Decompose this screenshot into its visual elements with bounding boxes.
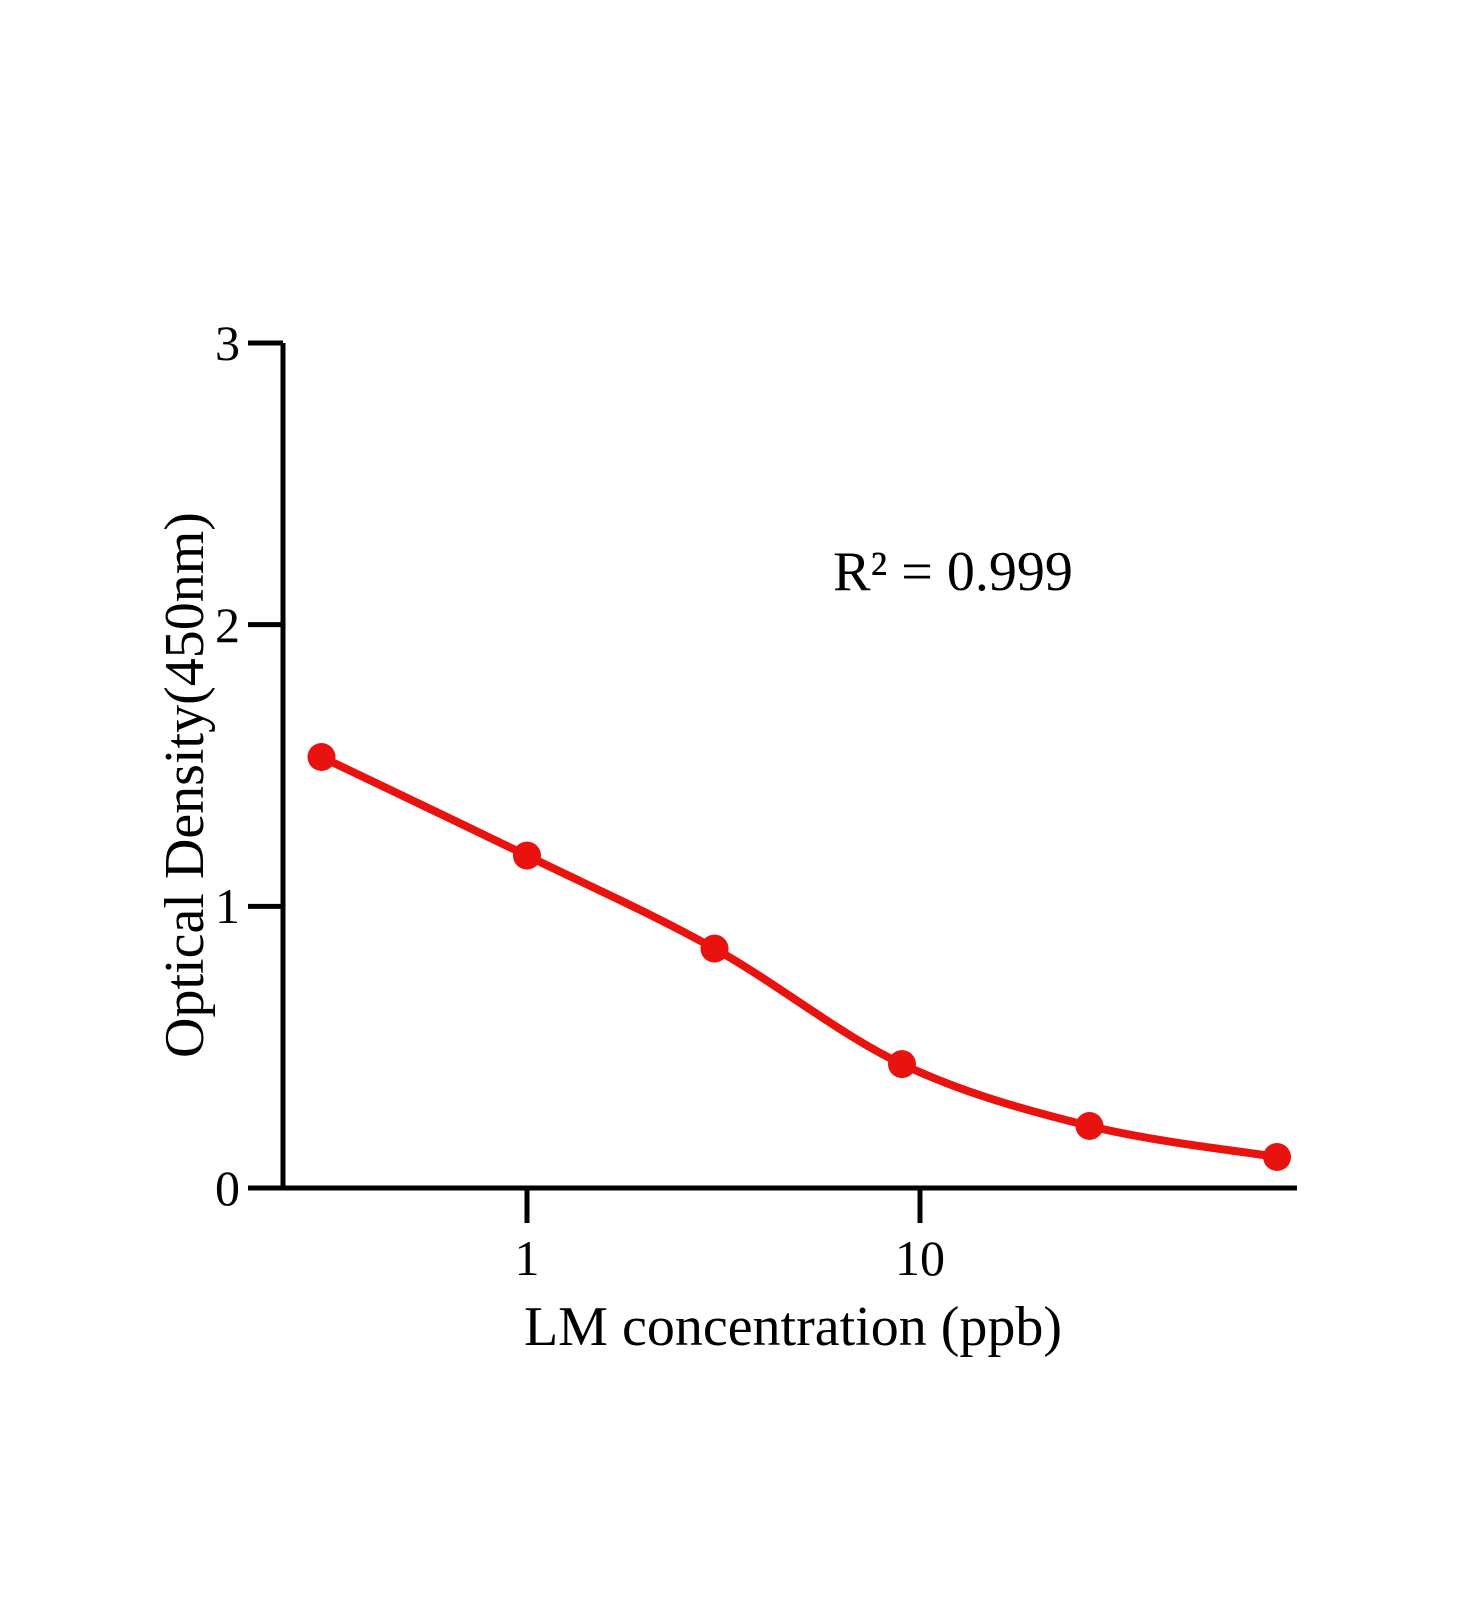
data-point	[307, 743, 336, 771]
axis-spine	[280, 343, 1297, 1191]
x-axis-title: LM concentration (ppb)	[523, 1296, 1063, 1358]
y-tick-label: 1	[215, 878, 240, 935]
standard-curve	[317, 753, 1281, 1161]
data-point	[1075, 1112, 1104, 1140]
x-tick-label: 10	[895, 1230, 945, 1286]
data-point	[700, 934, 729, 963]
data-point	[888, 1050, 916, 1079]
data-point	[513, 841, 541, 870]
y-tick-label: 2	[215, 596, 240, 653]
data-point	[1263, 1143, 1291, 1171]
y-tick-label: 3	[215, 314, 240, 371]
r-squared-annotation: R² = 0.999	[833, 541, 1073, 603]
y-axis-title: Optical Density(450nm)	[154, 512, 216, 1058]
y-tick-label: 0	[215, 1160, 240, 1216]
x-tick-label: 1	[514, 1230, 540, 1286]
